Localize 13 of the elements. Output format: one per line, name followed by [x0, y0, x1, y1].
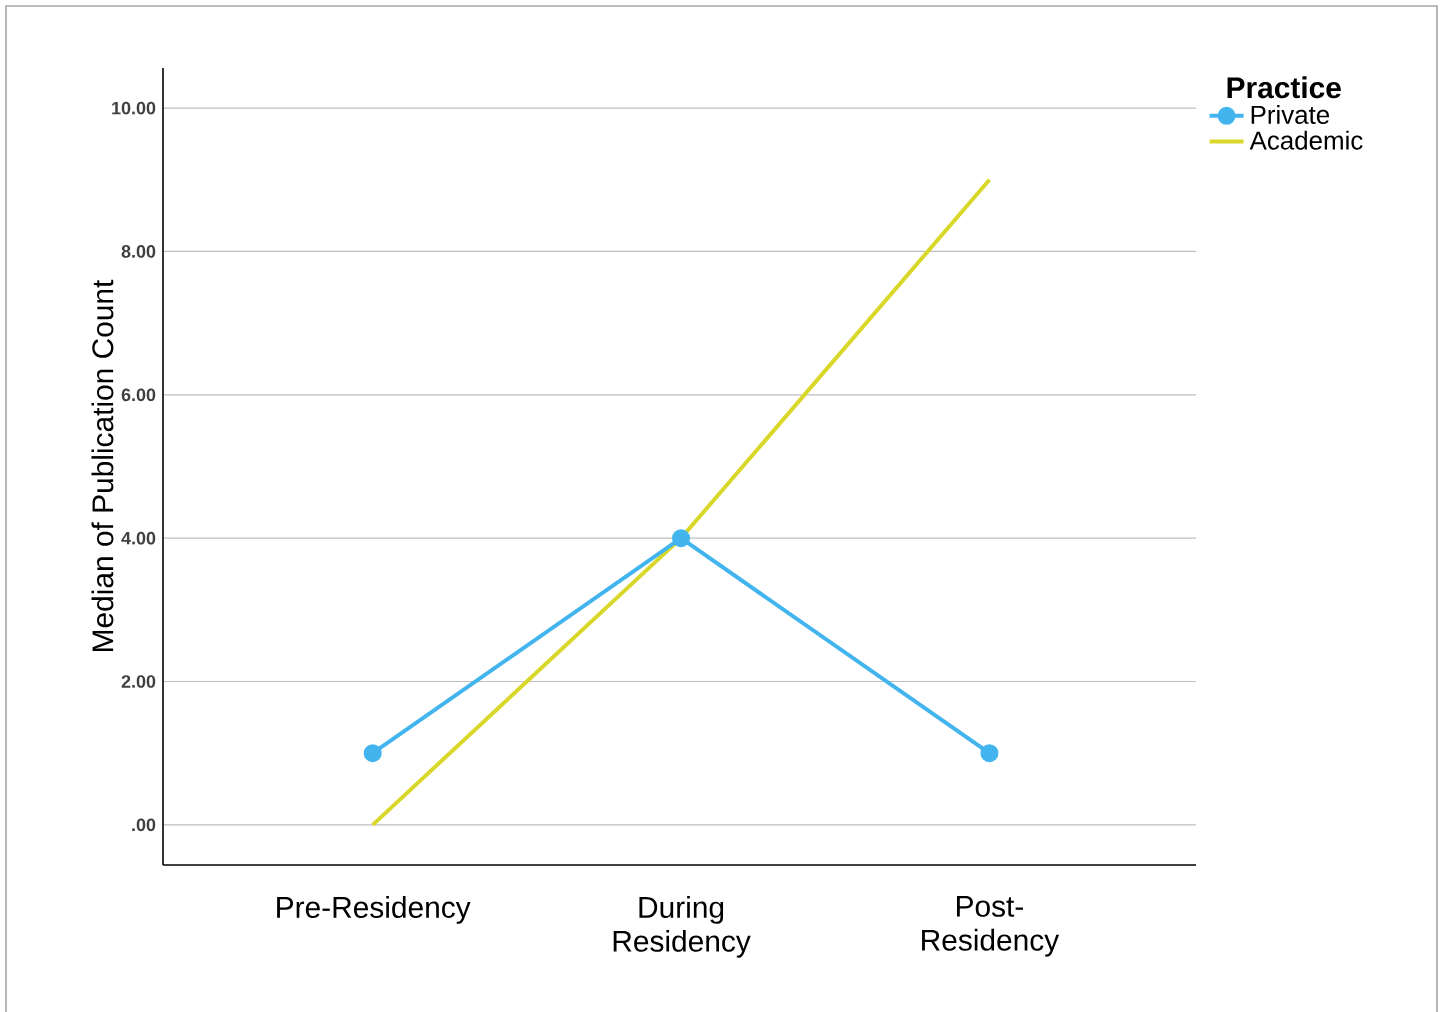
x-tick-label: During Residency	[613, 896, 751, 958]
y-tick-label: 6.00	[121, 388, 156, 402]
legend-label: Private	[1251, 104, 1330, 124]
y-tick-label: .00	[132, 818, 156, 832]
y-axis-title: Median of Publication Count	[91, 279, 114, 651]
legend-label: Academic	[1249, 130, 1363, 150]
y-tick-label: 2.00	[121, 675, 156, 688]
y-tick-label: 4.00	[121, 531, 156, 545]
x-tick-label: Post-Residency	[922, 896, 1060, 957]
y-tick-label: 8.00	[121, 245, 156, 258]
x-tick-label: Pre-Residency	[277, 896, 471, 924]
y-tick-label: 10.00	[112, 101, 156, 115]
legend-title: Practice	[1227, 76, 1341, 99]
